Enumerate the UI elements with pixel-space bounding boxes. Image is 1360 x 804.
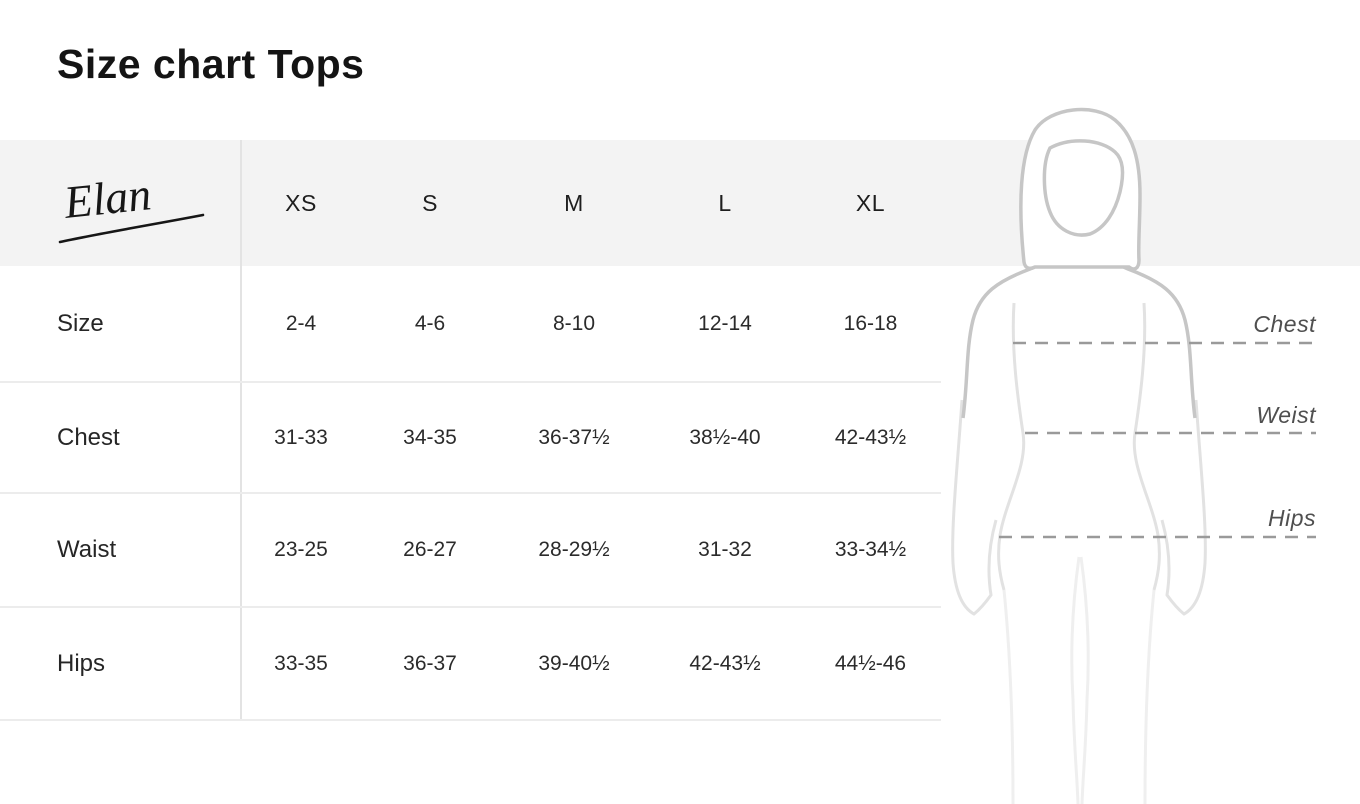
legs-outline xyxy=(1002,556,1156,804)
column-header-s: S xyxy=(422,189,438,216)
row-label-size: Size xyxy=(57,310,104,337)
vertical-divider xyxy=(240,140,242,720)
row-divider xyxy=(0,381,941,383)
row-label-hips: Hips xyxy=(57,649,106,677)
table-cell: 36-37½ xyxy=(538,425,610,449)
table-cell: 8-10 xyxy=(552,312,596,335)
size-table: XS S M L XL Size 2-4 4-6 8-10 12-14 16-1… xyxy=(0,140,941,720)
page-title: Size chart Tops xyxy=(57,41,365,87)
logo-underline-flourish xyxy=(58,213,205,244)
row-label-chest: Chest xyxy=(57,423,120,451)
table-cell: 38½-40 xyxy=(689,425,761,449)
row-divider xyxy=(0,492,941,494)
table-cell: 12-14 xyxy=(698,312,752,335)
column-header-m: M xyxy=(564,189,584,216)
table-cell: 33-34½ xyxy=(834,538,907,561)
column-header-xs: XS xyxy=(285,189,317,216)
table-cell: 42-43½ xyxy=(689,651,761,675)
table-cell: 36-37 xyxy=(403,651,457,675)
brand-logo-text: Elan xyxy=(61,168,154,228)
brand-logo: Elan xyxy=(58,168,205,244)
measurement-label-chest: Chest xyxy=(1253,311,1316,337)
table-cell: 28-29½ xyxy=(538,538,610,561)
table-cell: 33-35 xyxy=(274,651,328,675)
row-divider xyxy=(0,719,941,721)
column-header-xl: XL xyxy=(855,189,886,216)
table-cell: 42-43½ xyxy=(834,425,907,449)
column-header-l: L xyxy=(718,189,732,216)
body-figure-illustration xyxy=(951,107,1316,804)
row-label-waist: Waist xyxy=(57,536,117,563)
table-cell: 4-6 xyxy=(414,312,446,335)
table-cell: 2-4 xyxy=(285,312,317,335)
row-divider xyxy=(0,606,941,608)
table-cell: 26-27 xyxy=(403,538,457,561)
face-outline xyxy=(1042,139,1125,237)
table-cell: 39-40½ xyxy=(538,651,610,675)
measurement-label-hips: Hips xyxy=(1267,505,1316,531)
measurement-label-weist: Weist xyxy=(1256,402,1316,428)
table-cell: 16-18 xyxy=(843,312,898,335)
table-cell: 23-25 xyxy=(274,538,328,561)
torso-outline xyxy=(951,302,1207,616)
table-cell: 31-33 xyxy=(274,425,328,449)
table-cell: 34-35 xyxy=(403,425,457,449)
table-cell: 31-32 xyxy=(698,538,752,561)
table-cell: 44½-46 xyxy=(834,651,907,675)
